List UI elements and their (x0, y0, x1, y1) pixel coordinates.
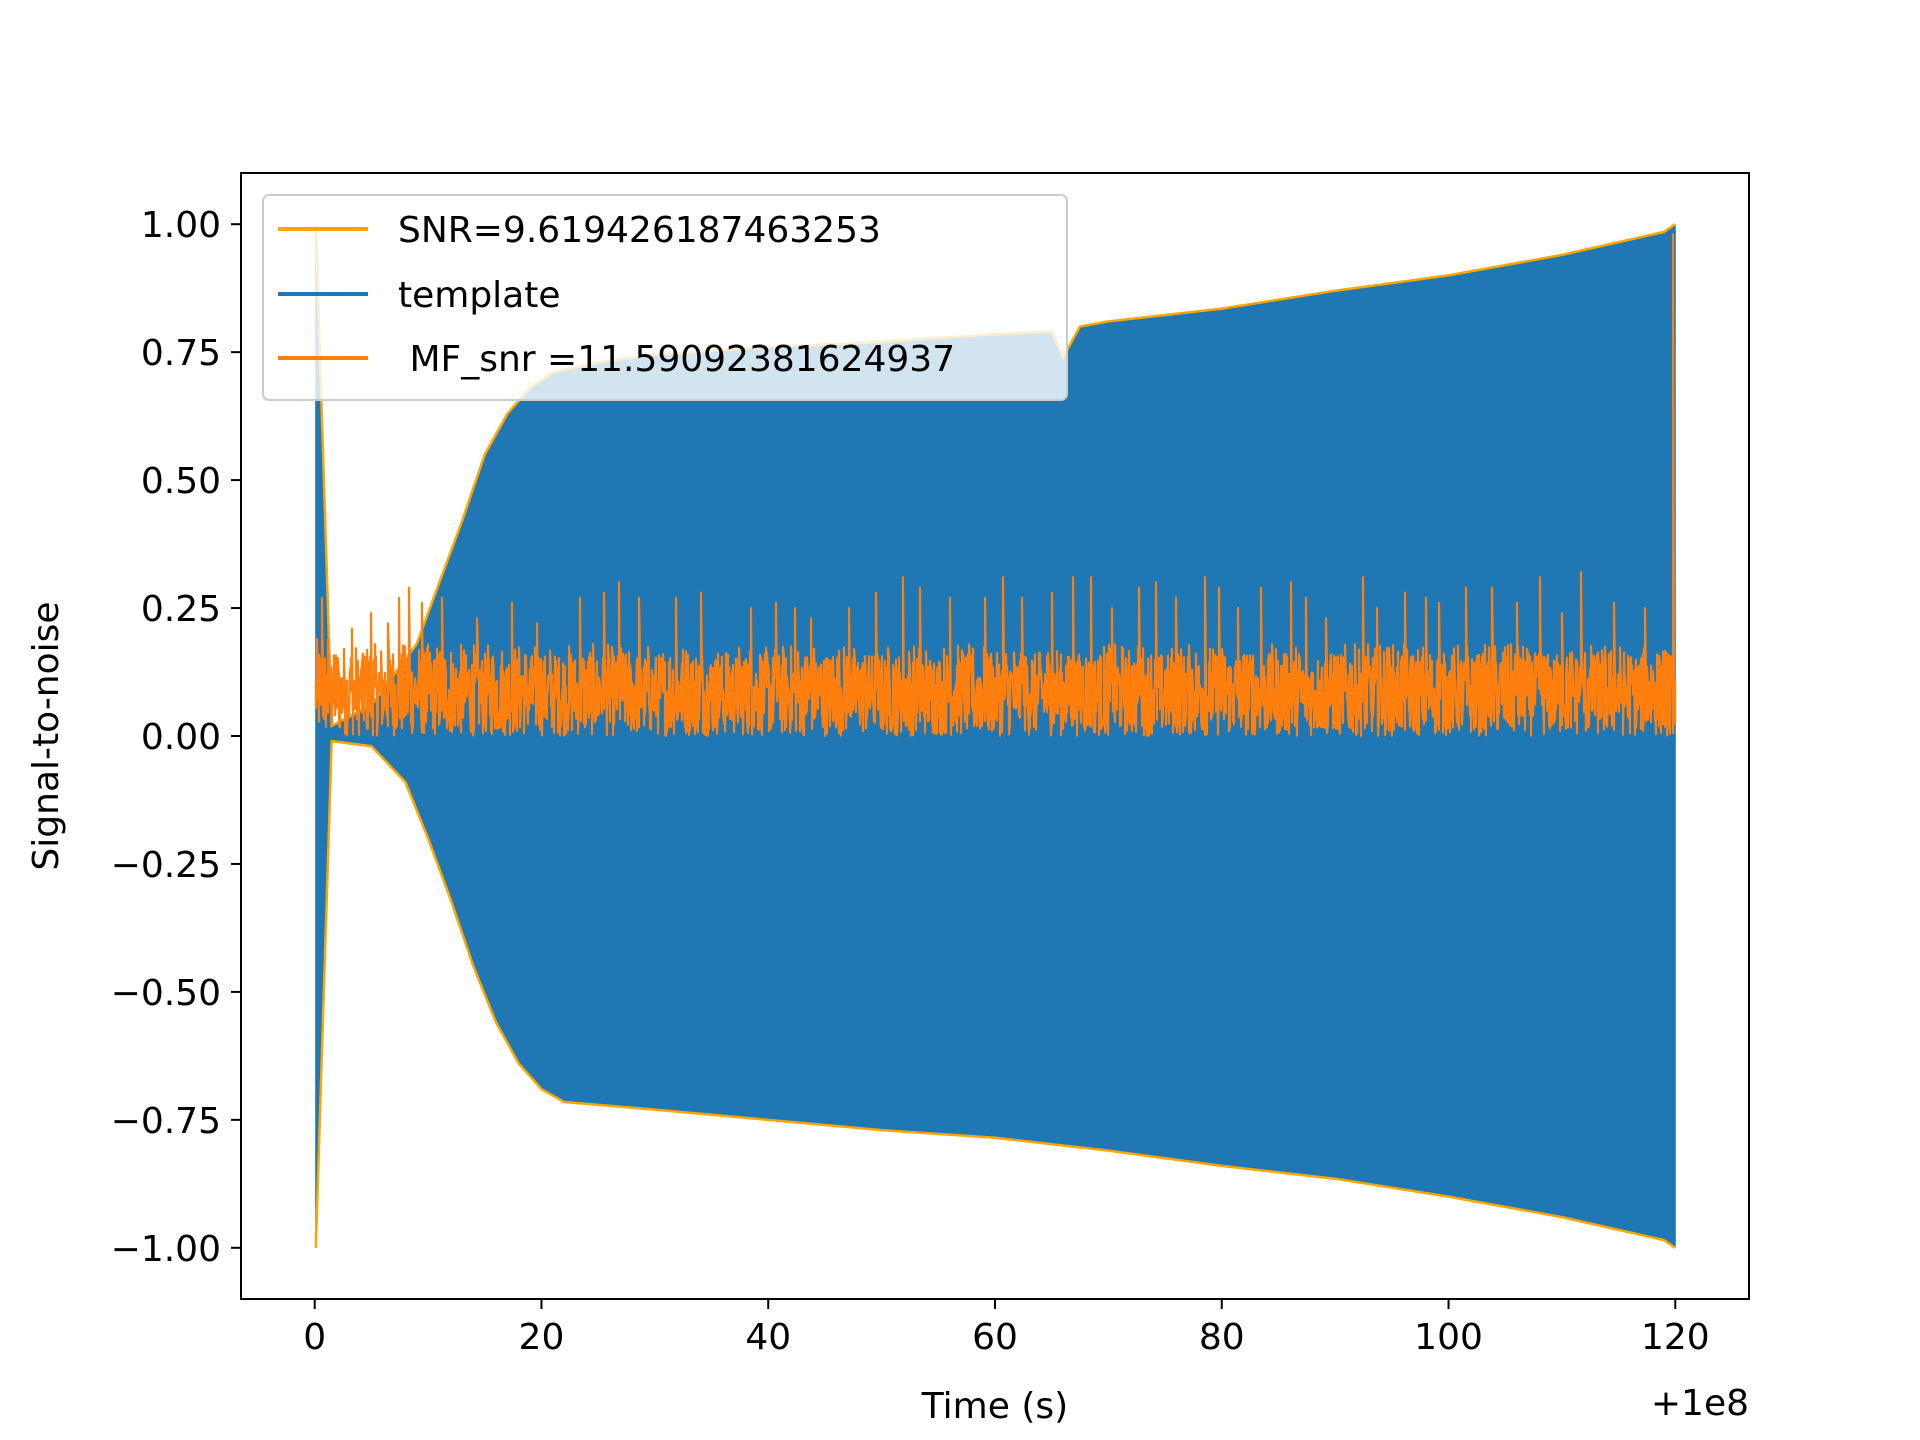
legend-label-mf-snr: MF_snr =11.59092381624937 (398, 339, 955, 380)
x-tick-label: 20 (519, 1317, 565, 1358)
x-tick-label: 100 (1414, 1317, 1483, 1358)
x-tick-label: 120 (1641, 1317, 1710, 1358)
x-tick-label: 40 (745, 1317, 791, 1358)
y-tick-label: 0.00 (141, 717, 221, 758)
y-axis: 1.00 0.75 0.50 0.25 0.00 −0.25 −0.50 −0.75 −1.00 (111, 205, 241, 1270)
y-tick-label: −0.75 (111, 1101, 221, 1142)
x-tick-label: 80 (1199, 1317, 1245, 1358)
y-tick-label: −0.50 (111, 973, 221, 1014)
y-tick-label: 0.25 (141, 589, 221, 630)
x-axis: 0 20 40 60 80 100 120 (303, 1299, 1710, 1358)
y-axis-label: Signal-to-noise (26, 601, 67, 870)
legend-box (262, 194, 1068, 401)
y-tick-label: 1.00 (141, 205, 221, 246)
series-snr-lower (314, 739, 1677, 1249)
y-tick-label: 0.50 (141, 461, 221, 502)
legend-label-snr: SNR=9.619426187463253 (398, 210, 881, 251)
y-tick-label: 0.75 (141, 333, 221, 374)
legend: SNR=9.619426187463253 template MF_snr =1… (262, 194, 1068, 401)
x-axis-label: Time (s) (921, 1386, 1068, 1427)
x-tick-label: 0 (303, 1317, 326, 1358)
y-tick-label: −0.25 (111, 845, 221, 886)
legend-label-template: template (398, 275, 561, 316)
series-mf-snr (314, 233, 1677, 738)
x-offset-label: +1e8 (1651, 1383, 1749, 1424)
series-template (315, 224, 1676, 1248)
y-tick-label: −1.00 (111, 1229, 221, 1270)
x-tick-label: 60 (972, 1317, 1018, 1358)
